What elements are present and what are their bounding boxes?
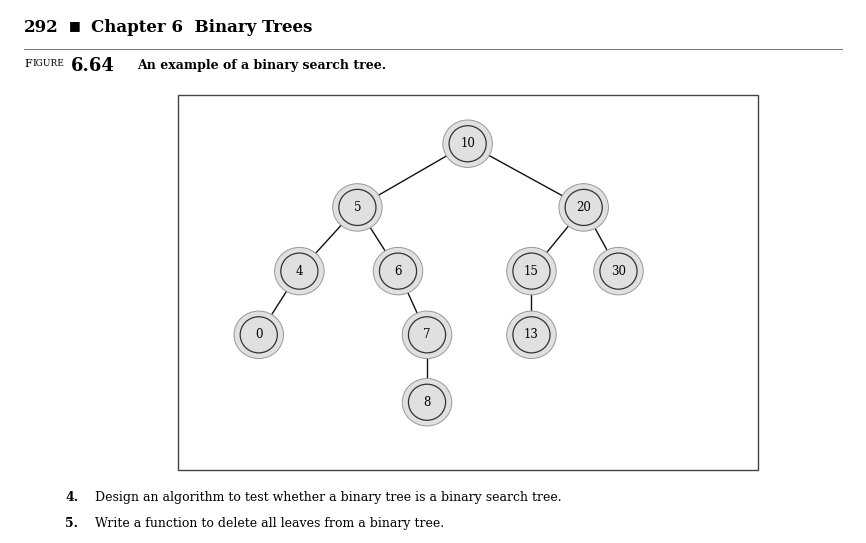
Ellipse shape xyxy=(507,311,556,358)
Ellipse shape xyxy=(333,184,382,231)
Text: Design an algorithm to test whether a binary tree is a binary search tree.: Design an algorithm to test whether a bi… xyxy=(95,491,562,504)
Text: IGURE: IGURE xyxy=(33,59,65,68)
Text: F: F xyxy=(24,59,32,68)
Ellipse shape xyxy=(559,184,609,231)
Ellipse shape xyxy=(234,311,283,358)
Ellipse shape xyxy=(513,253,550,289)
Ellipse shape xyxy=(402,378,452,426)
Text: 20: 20 xyxy=(576,201,591,214)
Ellipse shape xyxy=(507,248,556,295)
Ellipse shape xyxy=(409,384,446,420)
Text: 4.: 4. xyxy=(65,491,78,504)
Text: 6.64: 6.64 xyxy=(71,57,115,75)
Ellipse shape xyxy=(281,253,318,289)
Ellipse shape xyxy=(600,253,637,289)
Text: 5: 5 xyxy=(353,201,361,214)
Ellipse shape xyxy=(443,120,493,167)
Ellipse shape xyxy=(513,317,550,353)
Ellipse shape xyxy=(373,248,423,295)
Text: ■: ■ xyxy=(69,19,81,32)
Ellipse shape xyxy=(594,248,643,295)
Text: 6: 6 xyxy=(394,264,402,277)
Text: An example of a binary search tree.: An example of a binary search tree. xyxy=(137,59,386,72)
Text: 13: 13 xyxy=(524,329,539,342)
Ellipse shape xyxy=(240,317,277,353)
Text: 5.: 5. xyxy=(65,517,78,530)
Text: 7: 7 xyxy=(423,329,430,342)
Text: 0: 0 xyxy=(255,329,262,342)
Ellipse shape xyxy=(402,311,452,358)
Text: 8: 8 xyxy=(423,396,430,409)
Text: Write a function to delete all leaves from a binary tree.: Write a function to delete all leaves fr… xyxy=(95,517,444,530)
Ellipse shape xyxy=(339,190,376,225)
Text: 15: 15 xyxy=(524,264,539,277)
Ellipse shape xyxy=(565,190,602,225)
Ellipse shape xyxy=(379,253,417,289)
Text: 10: 10 xyxy=(460,137,475,150)
Text: 4: 4 xyxy=(295,264,303,277)
Text: 30: 30 xyxy=(611,264,626,277)
Ellipse shape xyxy=(409,317,446,353)
Ellipse shape xyxy=(275,248,324,295)
FancyBboxPatch shape xyxy=(178,95,758,470)
Text: 292: 292 xyxy=(24,19,59,36)
Text: Chapter 6  Binary Trees: Chapter 6 Binary Trees xyxy=(91,19,313,36)
Ellipse shape xyxy=(449,125,486,162)
